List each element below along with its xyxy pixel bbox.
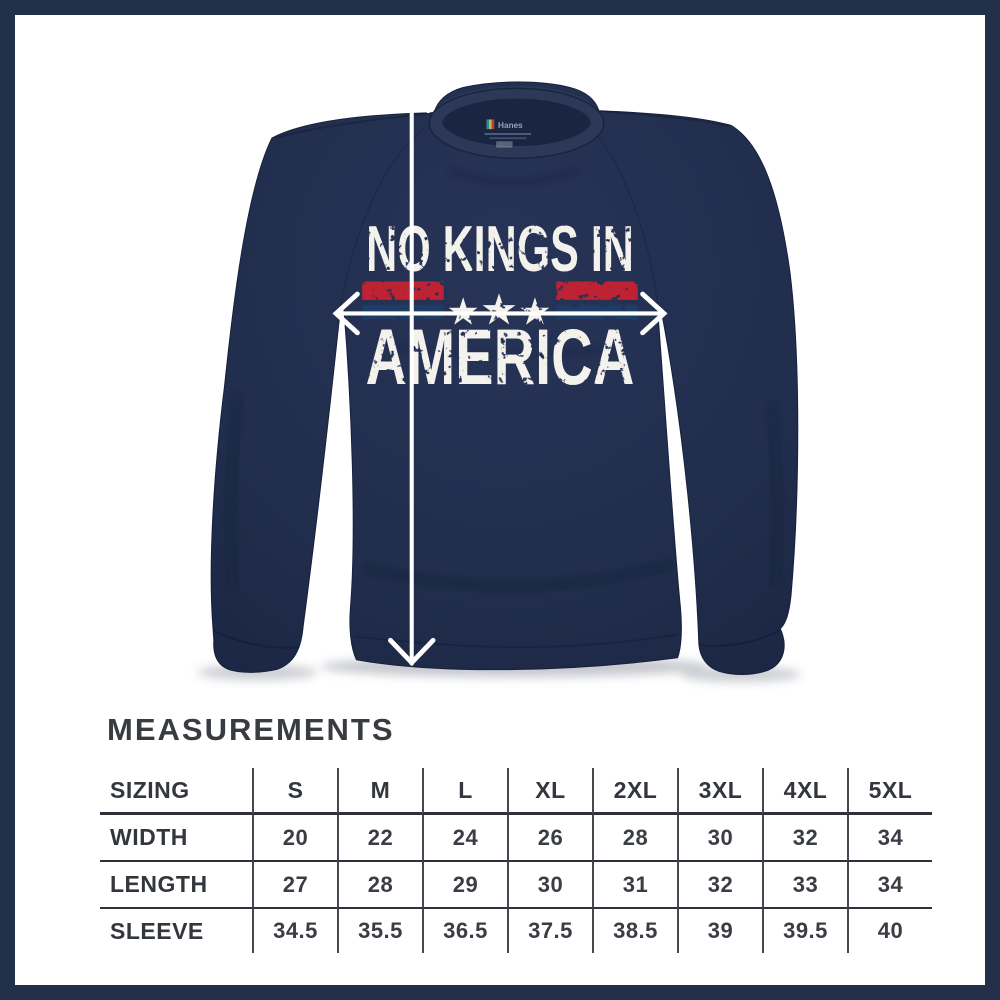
table-cell: 28 [337, 862, 422, 909]
table-cell: 34 [847, 815, 932, 862]
size-table-header-s: S [252, 768, 337, 815]
size-table: SIZING S M L XL 2XL 3XL 4XL 5XL WIDTH 20… [100, 768, 932, 953]
red-bar-right [556, 281, 638, 300]
table-cell: 29 [422, 862, 507, 909]
table-cell: 38.5 [592, 909, 677, 953]
row-label-length: LENGTH [100, 862, 252, 909]
table-cell: 34.5 [252, 909, 337, 953]
table-cell: 35.5 [337, 909, 422, 953]
table-cell: 40 [847, 909, 932, 953]
seams [213, 109, 780, 649]
chest-print: NO KINGS IN AMERICA [362, 212, 638, 401]
table-cell: 26 [507, 815, 592, 862]
table-cell: 33 [762, 862, 847, 909]
table-cell: 22 [337, 815, 422, 862]
sweatshirt-graphic: Hanes NO KINGS IN AMERICA [197, 81, 801, 683]
table-cell: 24 [422, 815, 507, 862]
table-cell: 30 [677, 815, 762, 862]
stars-icon [448, 293, 550, 325]
row-label-sleeve: SLEEVE [110, 917, 204, 944]
table-cell: 34 [847, 862, 932, 909]
table-cell: 36.5 [422, 909, 507, 953]
size-table-header-xl: XL [507, 768, 592, 815]
sweatshirt-body: Hanes NO KINGS IN AMERICA [210, 81, 799, 676]
table-cell: 27 [252, 862, 337, 909]
size-table-header-sizing: SIZING [100, 768, 252, 815]
size-table-header-3xl: 3XL [677, 768, 762, 815]
size-table-header-l: L [422, 768, 507, 815]
size-table-header-m: M [337, 768, 422, 815]
size-table-header-2xl: 2XL [592, 768, 677, 815]
print-line1: NO KINGS IN [366, 212, 634, 285]
size-table-header-5xl: 5XL [847, 768, 932, 815]
table-cell: 39 [677, 909, 762, 953]
brand-label: Hanes [484, 119, 532, 148]
row-label-width: WIDTH [100, 815, 252, 862]
table-cell: 32 [762, 815, 847, 862]
measurements-title: MEASUREMENTS [107, 712, 395, 747]
print-line2: AMERICA [366, 313, 635, 401]
brand-label-text: Hanes [498, 121, 523, 130]
table-cell: 32 [677, 862, 762, 909]
table-cell: 30 [507, 862, 592, 909]
table-cell: 28 [592, 815, 677, 862]
table-cell: 37.5 [507, 909, 592, 953]
collar [428, 85, 605, 159]
red-bar-left [362, 281, 444, 300]
table-cell: 39.5 [762, 909, 847, 953]
measure-arrows [332, 86, 668, 667]
table-cell: 31 [592, 862, 677, 909]
width-arrow-icon [332, 291, 668, 336]
length-arrow-icon [387, 86, 436, 667]
size-table-header-4xl: 4XL [762, 768, 847, 815]
table-cell: 20 [252, 815, 337, 862]
